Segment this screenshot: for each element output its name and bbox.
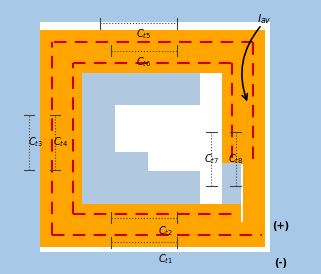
Text: $C_{t5}$: $C_{t5}$ [136, 27, 152, 41]
Bar [63, 53, 241, 73]
Bar [40, 30, 65, 247]
Bar [82, 73, 222, 204]
Bar [40, 22, 270, 252]
Bar [82, 171, 200, 204]
Bar [243, 30, 265, 247]
Bar [115, 152, 148, 185]
Bar [40, 30, 63, 247]
Bar [241, 30, 265, 164]
Text: (-): (-) [274, 258, 288, 268]
FancyBboxPatch shape [23, 0, 298, 274]
Text: $l_{av}$: $l_{av}$ [257, 12, 272, 26]
Bar [63, 53, 82, 223]
Bar [40, 222, 265, 247]
Bar [40, 30, 265, 53]
Text: $C_{t2}$: $C_{t2}$ [159, 225, 173, 238]
Text: $C_{t3}$: $C_{t3}$ [28, 136, 43, 149]
Bar [63, 204, 241, 223]
Bar [63, 53, 241, 223]
Text: $C_{t4}$: $C_{t4}$ [53, 136, 68, 149]
Bar [40, 223, 265, 247]
Text: $C_{t6}$: $C_{t6}$ [136, 55, 152, 68]
Bar [222, 53, 241, 163]
Bar [82, 73, 200, 105]
Text: $C_{t1}$: $C_{t1}$ [159, 252, 174, 266]
Bar [82, 73, 115, 204]
Text: $C_{t8}$: $C_{t8}$ [228, 152, 244, 166]
Text: $C_{t7}$: $C_{t7}$ [204, 152, 219, 166]
Text: (+): (+) [273, 221, 290, 231]
Bar [40, 30, 265, 55]
